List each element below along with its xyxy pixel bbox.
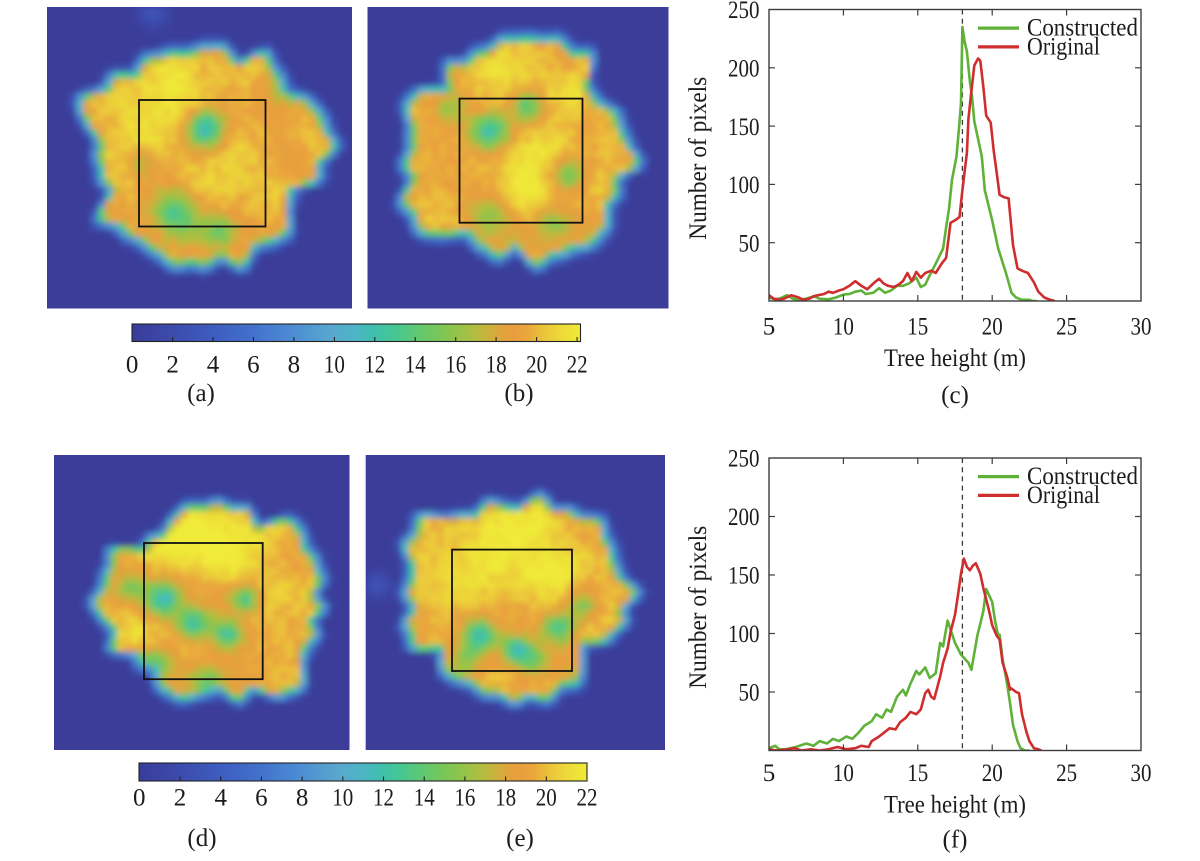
svg-text:10: 10 — [833, 314, 854, 341]
svg-text:200: 200 — [728, 56, 760, 83]
svg-text:Number of pixels: Number of pixels — [685, 77, 712, 240]
svg-text:Constructed: Constructed — [1027, 15, 1138, 42]
svg-text:8: 8 — [296, 785, 309, 812]
svg-text:20: 20 — [982, 314, 1003, 341]
svg-text:Original: Original — [1027, 33, 1100, 60]
svg-text:12: 12 — [373, 785, 394, 812]
svg-text:(a): (a) — [187, 380, 215, 407]
svg-text:250: 250 — [728, 0, 760, 24]
svg-text:16: 16 — [445, 352, 466, 379]
svg-text:Tree height (m): Tree height (m) — [884, 792, 1026, 819]
svg-text:250: 250 — [728, 446, 760, 473]
svg-text:50: 50 — [739, 680, 760, 707]
svg-text:6: 6 — [255, 785, 268, 812]
svg-text:22: 22 — [577, 785, 598, 812]
svg-text:20: 20 — [526, 352, 547, 379]
svg-text:6: 6 — [247, 352, 260, 379]
svg-text:Tree height (m): Tree height (m) — [884, 345, 1026, 372]
svg-text:25: 25 — [1056, 314, 1077, 341]
svg-text:100: 100 — [728, 172, 760, 199]
svg-text:4: 4 — [214, 785, 227, 812]
svg-text:2: 2 — [166, 352, 179, 379]
svg-text:Original: Original — [1027, 482, 1100, 509]
svg-text:(b): (b) — [504, 380, 533, 407]
svg-text:25: 25 — [1056, 760, 1077, 787]
svg-text:0: 0 — [133, 785, 146, 812]
svg-text:30: 30 — [1131, 760, 1152, 787]
svg-text:Number of pixels: Number of pixels — [685, 526, 712, 689]
svg-text:4: 4 — [207, 352, 220, 379]
svg-text:10: 10 — [324, 352, 345, 379]
svg-text:18: 18 — [486, 352, 507, 379]
svg-text:50: 50 — [739, 230, 760, 257]
svg-text:14: 14 — [405, 352, 426, 379]
svg-text:10: 10 — [332, 785, 353, 812]
svg-text:0: 0 — [126, 352, 139, 379]
svg-text:20: 20 — [536, 785, 557, 812]
svg-text:150: 150 — [728, 114, 760, 141]
svg-text:18: 18 — [495, 785, 516, 812]
svg-text:12: 12 — [364, 352, 385, 379]
svg-text:16: 16 — [454, 785, 475, 812]
svg-text:15: 15 — [907, 760, 928, 787]
svg-text:200: 200 — [728, 504, 760, 531]
svg-text:(e): (e) — [506, 825, 534, 852]
svg-text:(f): (f) — [943, 827, 968, 854]
svg-text:5: 5 — [763, 314, 776, 341]
svg-text:(c): (c) — [941, 382, 969, 409]
svg-text:15: 15 — [907, 314, 928, 341]
svg-text:5: 5 — [763, 760, 776, 787]
svg-text:Constructed: Constructed — [1027, 463, 1138, 490]
svg-text:20: 20 — [982, 760, 1003, 787]
svg-text:22: 22 — [567, 352, 588, 379]
svg-text:(d): (d) — [187, 825, 216, 852]
svg-text:150: 150 — [728, 563, 760, 590]
svg-text:2: 2 — [174, 785, 187, 812]
svg-text:30: 30 — [1131, 314, 1152, 341]
svg-text:14: 14 — [414, 785, 435, 812]
svg-text:100: 100 — [728, 621, 760, 648]
svg-text:10: 10 — [833, 760, 854, 787]
svg-text:8: 8 — [288, 352, 301, 379]
